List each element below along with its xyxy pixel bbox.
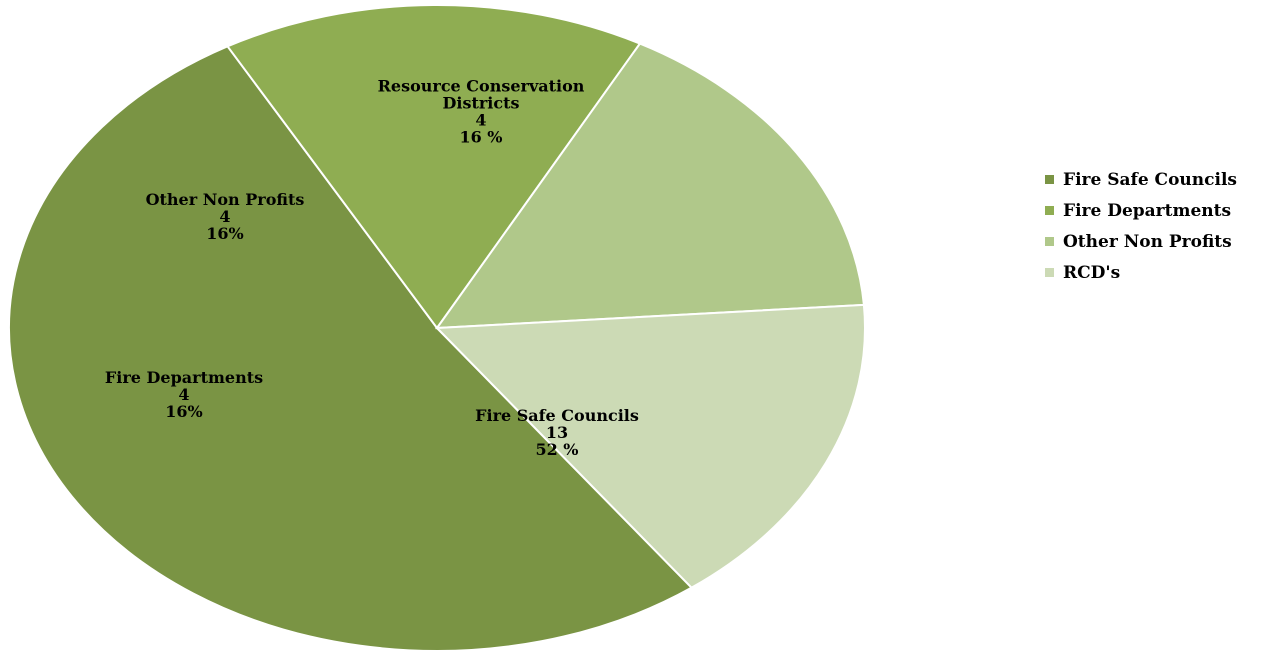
legend-label: Fire Departments (1063, 201, 1231, 221)
pie-slice-labels: Fire Safe Councils 13 52 % Fire Departments… (105, 77, 639, 460)
slice-label-other-non-profits: Other Non Profits 4 16% (146, 190, 305, 243)
slice-label-line: Districts (443, 94, 520, 113)
legend-swatch (1045, 237, 1054, 246)
legend-label: RCD's (1063, 263, 1120, 283)
slice-label-line: Other Non Profits (146, 190, 305, 209)
legend-swatch (1045, 206, 1054, 215)
legend-item-rcd-s: RCD's (1045, 263, 1120, 283)
legend-item-fire-departments: Fire Departments (1045, 201, 1231, 221)
legend-swatch (1045, 175, 1054, 184)
legend-label: Fire Safe Councils (1063, 170, 1237, 190)
slice-label-line: 4 (219, 207, 230, 226)
slice-label-line: 16% (206, 224, 243, 243)
legend-swatch (1045, 268, 1054, 277)
slice-label-line: Fire Departments (105, 368, 263, 387)
slice-label-fire-departments: Fire Departments 4 16% (105, 368, 263, 421)
legend-label: Other Non Profits (1063, 232, 1232, 252)
legend-item-fire-safe-councils: Fire Safe Councils (1045, 170, 1237, 190)
slice-label-line: 16% (165, 402, 202, 421)
pie-slice-other-non-profits (434, 42, 865, 330)
slice-label-line: Fire Safe Councils (475, 406, 639, 425)
slice-label-rcd-s: Resource Conservation Districts 4 16 % (378, 77, 585, 147)
pie-slices (8, 4, 866, 652)
slice-label-line: 16 % (459, 128, 502, 147)
slice-label-line: Resource Conservation (378, 77, 585, 96)
legend: Fire Safe Councils Fire Departments Other … (1045, 170, 1237, 283)
legend-item-other-non-profits: Other Non Profits (1045, 232, 1232, 252)
pie-slice-fire-departments (225, 4, 642, 330)
slice-label-line: 4 (475, 111, 486, 130)
slice-label-line: 13 (546, 423, 568, 442)
pie-slice-rcd-s (434, 303, 866, 589)
slice-label-fire-safe-councils: Fire Safe Councils 13 52 % (475, 406, 639, 459)
slice-label-line: 4 (178, 385, 189, 404)
slice-label-line: 52 % (535, 440, 578, 459)
pie-slice-fire-safe-councils (8, 45, 694, 652)
